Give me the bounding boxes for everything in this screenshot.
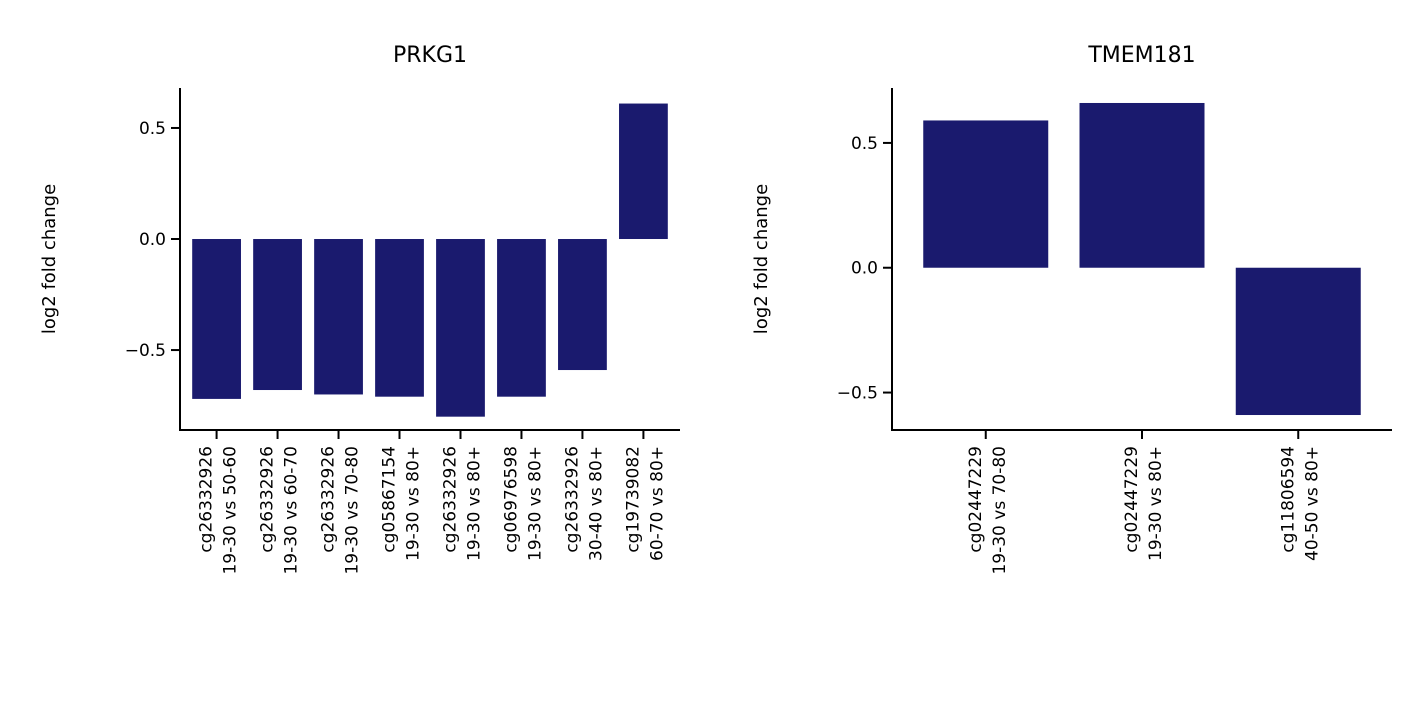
bar [1235, 267, 1361, 416]
bar [436, 239, 485, 417]
bars [923, 102, 1361, 416]
x-tick-label: cg26332926 19-30 vs 60-70 [258, 446, 302, 575]
axes-spines [891, 88, 1392, 431]
bar [558, 239, 607, 371]
chart-prkg1: PRKG1 log2 fold change 0.5 0.0 −0.5 cg2633… [39, 43, 680, 575]
y-tick-label: 0.5 [851, 134, 878, 154]
y-axis-label: log2 fold change [39, 184, 60, 334]
x-tick-label: cg06976598 19-30 vs 80+ [501, 446, 545, 561]
x-tick-label: cg26332926 19-30 vs 70-80 [319, 446, 363, 575]
x-tick-label: cg19739082 60-70 vs 80+ [623, 446, 667, 561]
chart-title: PRKG1 [393, 43, 467, 68]
bar [619, 103, 668, 240]
y-axis-label: log2 fold change [751, 184, 772, 334]
y-tick-label: 0.0 [851, 259, 878, 279]
x-ticks: cg02447229 19-30 vs 70-80 cg02447229 19-30 … [966, 430, 1322, 575]
y-tick-label: −0.5 [125, 341, 166, 361]
bars [192, 103, 668, 417]
x-tick-label: cg26332926 19-30 vs 50-60 [197, 446, 241, 575]
bar [192, 239, 241, 399]
x-tick-label: cg02447229 19-30 vs 70-80 [966, 446, 1010, 575]
bar [375, 239, 424, 397]
y-ticks: 0.5 0.0 −0.5 [125, 119, 180, 361]
y-tick-label: 0.5 [139, 119, 166, 139]
chart-title: TMEM181 [1087, 43, 1195, 68]
chart-tmem181: TMEM181 log2 fold change 0.5 0.0 −0.5 cg02… [751, 43, 1392, 575]
y-ticks: 0.5 0.0 −0.5 [837, 134, 892, 404]
bar [253, 239, 302, 391]
x-ticks: cg26332926 19-30 vs 50-60 cg26332926 19-30 … [197, 430, 667, 575]
y-tick-label: −0.5 [837, 384, 878, 404]
x-tick-label: cg26332926 19-30 vs 80+ [440, 446, 484, 561]
bar [923, 120, 1049, 268]
bar [314, 239, 363, 395]
x-tick-label: cg11806594 40-50 vs 80+ [1278, 446, 1322, 561]
x-tick-label: cg02447229 19-30 vs 80+ [1122, 446, 1166, 561]
bar [1079, 102, 1205, 268]
x-tick-label: cg05867154 19-30 vs 80+ [380, 446, 424, 561]
y-tick-label: 0.0 [139, 230, 166, 250]
bar [497, 239, 546, 397]
axes-spines [179, 88, 680, 431]
x-tick-label: cg26332926 30-40 vs 80+ [562, 446, 606, 561]
